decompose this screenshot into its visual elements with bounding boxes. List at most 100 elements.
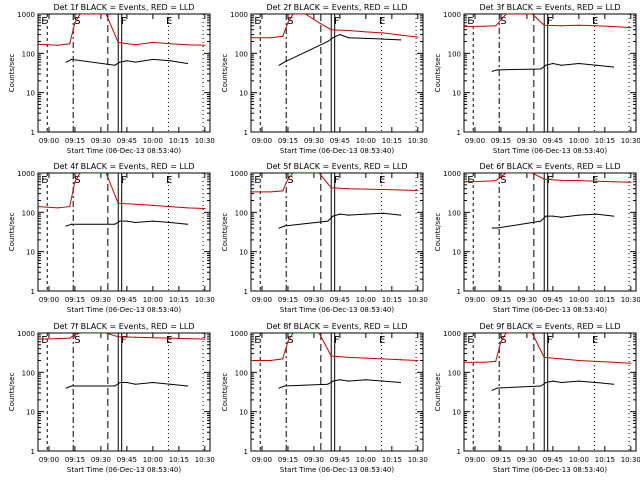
data-point bbox=[204, 338, 206, 340]
event-marker-label: F bbox=[121, 335, 127, 346]
data-point bbox=[545, 64, 547, 66]
y-tick-label: 100 bbox=[235, 209, 248, 217]
x-tick-label: 09:15 bbox=[491, 296, 511, 304]
y-tick-label: 1000 bbox=[443, 11, 461, 19]
x-tick-label: 09:15 bbox=[65, 137, 85, 145]
x-tick-label: 10:00 bbox=[143, 296, 163, 304]
data-point bbox=[134, 61, 137, 63]
data-point bbox=[365, 188, 367, 190]
x-tick-label: 09:00 bbox=[252, 137, 272, 145]
x-tick-label: 10:00 bbox=[569, 456, 589, 464]
event-marker-label: E bbox=[379, 335, 385, 346]
data-point bbox=[332, 37, 334, 39]
data-point bbox=[65, 61, 67, 63]
x-tick-label: 10:00 bbox=[569, 296, 589, 304]
y-tick-label: 100 bbox=[448, 50, 461, 58]
data-point bbox=[270, 37, 272, 39]
event-marker-label: S bbox=[500, 16, 506, 27]
detector-panel-9: Det 9f BLACK = Events, RED = LLD 1 10 100 10… bbox=[434, 322, 640, 474]
data-point bbox=[169, 383, 171, 385]
events-series-line bbox=[66, 381, 188, 389]
x-tick-label: 10:30 bbox=[195, 137, 215, 145]
data-point bbox=[278, 387, 280, 389]
data-point bbox=[327, 40, 329, 43]
data-point bbox=[495, 360, 497, 362]
event-marker-label: E bbox=[467, 16, 473, 27]
data-point bbox=[186, 62, 189, 65]
y-tick-label: 1000 bbox=[17, 170, 35, 178]
data-point bbox=[382, 380, 384, 382]
data-point bbox=[186, 385, 189, 387]
x-tick-label: 09:45 bbox=[543, 137, 563, 145]
x-tick-label: 10:15 bbox=[169, 296, 189, 304]
y-tick-label: 100 bbox=[22, 50, 35, 58]
y-axis-label: Counts/sec bbox=[434, 54, 442, 93]
event-marker-label: F bbox=[121, 16, 127, 27]
x-tick-label: 09:15 bbox=[491, 137, 511, 145]
data-point bbox=[500, 341, 502, 343]
data-point bbox=[186, 44, 189, 46]
data-point bbox=[134, 383, 137, 385]
x-tick-label: 09:30 bbox=[91, 137, 111, 145]
event-marker-label: E bbox=[41, 175, 47, 186]
data-point bbox=[169, 205, 171, 208]
data-point bbox=[134, 336, 137, 338]
data-point bbox=[545, 381, 547, 384]
x-tick-label: 10:15 bbox=[382, 456, 402, 464]
y-tick-label: 10 bbox=[239, 249, 248, 257]
data-point bbox=[57, 207, 59, 209]
detector-panel-2: Det 2f BLACK = Events, RED = LLD 1 10 100 10… bbox=[221, 3, 428, 155]
data-point bbox=[74, 181, 76, 183]
data-point bbox=[560, 64, 563, 66]
x-tick-label: 09:30 bbox=[517, 456, 537, 464]
data-point bbox=[595, 64, 597, 66]
detector-panel-4: Det 4f BLACK = Events, RED = LLD 1 10 100 10… bbox=[8, 162, 215, 314]
event-marker-label: F bbox=[334, 175, 340, 186]
x-tick-label: 09:15 bbox=[278, 456, 298, 464]
data-point bbox=[552, 380, 554, 382]
data-point bbox=[126, 220, 128, 222]
data-point bbox=[318, 333, 320, 334]
data-point bbox=[105, 333, 107, 334]
data-point bbox=[505, 14, 507, 15]
x-tick-label: 09:30 bbox=[304, 296, 324, 304]
event-marker-label: F bbox=[547, 16, 553, 27]
data-point bbox=[382, 358, 384, 360]
data-point bbox=[630, 181, 632, 183]
y-tick-label: 1 bbox=[31, 448, 35, 456]
x-tick-label: 10:00 bbox=[143, 137, 163, 145]
data-point bbox=[134, 203, 137, 205]
data-point bbox=[612, 215, 615, 217]
data-point bbox=[417, 36, 419, 38]
data-point bbox=[560, 381, 563, 384]
x-tick-label: 09:15 bbox=[65, 296, 85, 304]
y-tick-label: 1 bbox=[31, 129, 35, 137]
data-point bbox=[251, 191, 253, 193]
x-axis-label: Start Time (06-Dec-13 08:53:40) bbox=[67, 306, 181, 314]
y-tick-label: 100 bbox=[235, 50, 248, 58]
y-tick-label: 1 bbox=[457, 448, 461, 456]
data-point bbox=[612, 383, 615, 385]
data-point bbox=[339, 213, 341, 215]
data-point bbox=[347, 37, 350, 39]
x-tick-label: 10:30 bbox=[621, 296, 640, 304]
data-point bbox=[543, 356, 545, 358]
event-marker-label: E bbox=[592, 175, 598, 186]
data-point bbox=[491, 389, 493, 391]
event-marker-label: E bbox=[254, 335, 260, 346]
x-tick-label: 09:45 bbox=[117, 137, 137, 145]
detector-panel-8: Det 8f BLACK = Events, RED = LLD 1 10 100 10… bbox=[221, 322, 428, 474]
event-marker-label: S bbox=[74, 16, 80, 27]
data-point bbox=[304, 173, 306, 174]
data-point bbox=[117, 41, 119, 43]
y-tick-label: 1000 bbox=[443, 170, 461, 178]
data-point bbox=[38, 338, 40, 340]
x-tick-label: 09:00 bbox=[39, 296, 59, 304]
data-point bbox=[560, 179, 563, 181]
plot-frame bbox=[463, 332, 637, 452]
x-tick-label: 09:15 bbox=[65, 456, 85, 464]
data-point bbox=[347, 380, 350, 382]
event-marker-label: F bbox=[547, 175, 553, 186]
x-tick-label: 10:00 bbox=[356, 296, 376, 304]
data-point bbox=[491, 227, 493, 229]
